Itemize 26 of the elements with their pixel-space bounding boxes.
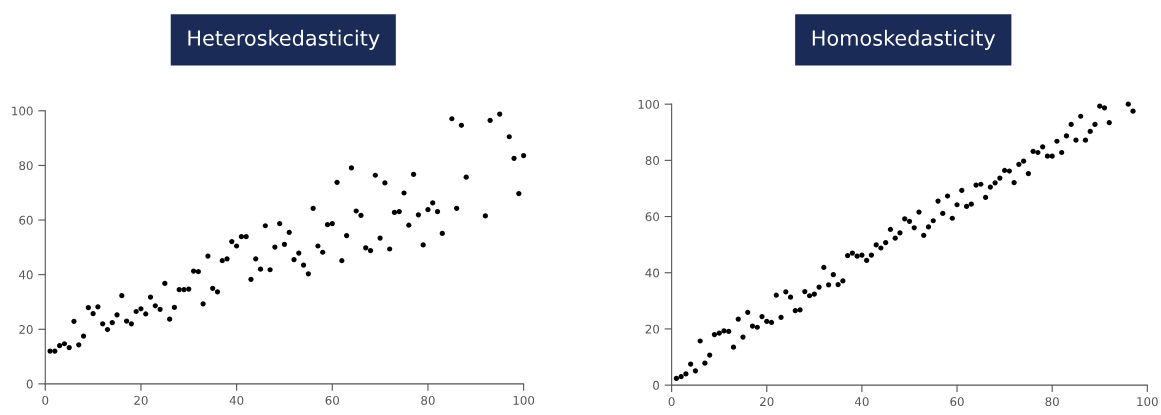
x-tick-label: 20: [760, 397, 774, 407]
x-tick-label: 40: [229, 395, 244, 405]
x-tick-label: 80: [421, 395, 435, 405]
x-tick-label: 20: [134, 395, 148, 405]
y-tick-label: 0: [26, 379, 33, 389]
x-tick-label: 80: [1045, 397, 1059, 407]
y-tick-label: 100: [638, 99, 660, 109]
y-tick-label: 100: [12, 106, 33, 116]
x-tick-label: 40: [854, 397, 869, 407]
x-tick-label: 100: [1137, 397, 1158, 407]
y-tick-label: 20: [645, 324, 660, 334]
y-tick-label: 80: [19, 161, 33, 171]
x-tick-label: 100: [513, 395, 535, 405]
x-tick-label: 60: [950, 397, 964, 407]
x-tick-label: 60: [325, 395, 340, 405]
chart-title: Heteroskedasticity: [188, 29, 380, 50]
y-tick-label: 40: [19, 270, 33, 280]
y-tick-label: 40: [645, 268, 660, 278]
chart-title: Homoskedasticity: [812, 29, 996, 50]
y-tick-label: 60: [645, 212, 660, 222]
y-tick-label: 0: [653, 380, 660, 390]
y-tick-label: 20: [19, 324, 33, 334]
x-tick-label: 0: [668, 397, 675, 407]
x-tick-label: 0: [42, 395, 49, 405]
y-tick-label: 60: [19, 215, 33, 225]
y-tick-label: 80: [645, 156, 660, 166]
